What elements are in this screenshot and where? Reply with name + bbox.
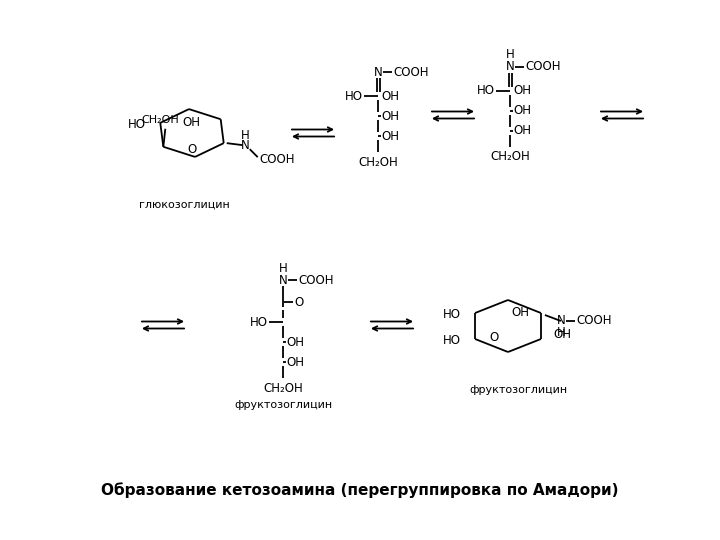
Text: OH: OH: [286, 335, 304, 348]
Text: O: O: [294, 295, 303, 308]
Text: CH₂OH: CH₂OH: [358, 156, 398, 168]
Text: HO: HO: [128, 118, 146, 131]
Text: COOH: COOH: [393, 65, 428, 78]
Text: HO: HO: [250, 315, 268, 328]
Text: OH: OH: [182, 116, 200, 129]
Text: N: N: [505, 60, 514, 73]
Text: H: H: [505, 49, 514, 62]
Text: COOH: COOH: [298, 273, 333, 287]
Text: CH₂OH: CH₂OH: [490, 151, 530, 164]
Text: OH: OH: [513, 84, 531, 98]
Text: H: H: [557, 327, 565, 340]
Text: CH₂OH: CH₂OH: [263, 381, 303, 395]
Text: HO: HO: [443, 334, 461, 348]
Text: N: N: [557, 314, 565, 327]
Text: OH: OH: [553, 327, 571, 341]
Text: N: N: [241, 139, 250, 152]
Text: N: N: [279, 273, 287, 287]
Text: H: H: [279, 261, 287, 274]
Text: OH: OH: [381, 90, 399, 103]
Text: глюкозоглицин: глюкозоглицин: [139, 200, 230, 210]
Text: OH: OH: [381, 110, 399, 123]
Text: O: O: [489, 331, 498, 344]
Text: CH₂OH: CH₂OH: [141, 115, 179, 125]
Text: HO: HO: [443, 308, 461, 321]
Text: O: O: [187, 144, 197, 157]
Text: COOH: COOH: [576, 314, 611, 327]
Text: фруктозоглицин: фруктозоглицин: [234, 400, 332, 410]
Text: OH: OH: [381, 130, 399, 143]
Text: OH: OH: [511, 306, 529, 319]
Text: фруктозоглицин: фруктозоглицин: [469, 385, 567, 395]
Text: N: N: [374, 65, 382, 78]
Text: OH: OH: [513, 125, 531, 138]
Text: HO: HO: [345, 90, 363, 103]
Text: HO: HO: [477, 84, 495, 98]
Text: H: H: [241, 129, 250, 141]
Text: COOH: COOH: [525, 60, 560, 73]
Text: OH: OH: [513, 105, 531, 118]
Text: COOH: COOH: [260, 153, 295, 166]
Text: Образование кетозоамина (перегруппировка по Амадори): Образование кетозоамина (перегруппировка…: [102, 482, 618, 498]
Text: OH: OH: [286, 355, 304, 368]
